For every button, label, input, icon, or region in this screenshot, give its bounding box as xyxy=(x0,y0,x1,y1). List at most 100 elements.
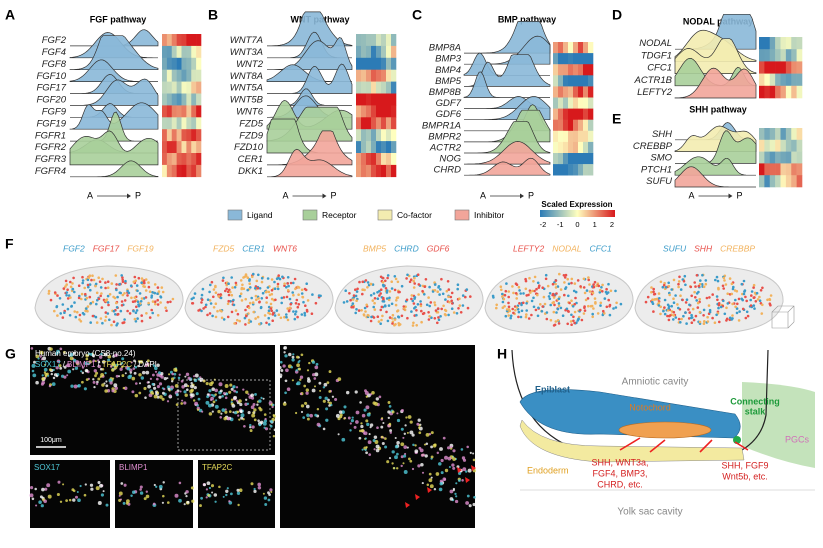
cell-dot xyxy=(458,297,461,301)
heat-cell xyxy=(186,34,192,47)
cell-dot xyxy=(85,307,88,310)
nucleus xyxy=(458,471,462,475)
nucleus xyxy=(308,361,311,365)
cell-dot xyxy=(728,277,732,280)
cell-dot xyxy=(690,294,693,298)
heat-cell xyxy=(176,81,182,94)
gene-label: FGF2 xyxy=(63,243,85,253)
panel-title: BMP pathway xyxy=(498,14,556,24)
nucleus xyxy=(365,446,368,449)
heat-cell xyxy=(563,164,569,176)
nucleus xyxy=(447,456,452,461)
heat-cell xyxy=(361,164,367,178)
cell-dot xyxy=(142,297,146,300)
heat-cell xyxy=(791,85,797,99)
cell-dot xyxy=(373,308,377,311)
nucleus xyxy=(449,497,454,501)
cell-dot xyxy=(150,296,153,299)
cell-dot xyxy=(285,295,289,299)
cell-dot xyxy=(150,308,153,312)
nucleus xyxy=(472,502,476,507)
cell-dot xyxy=(503,293,507,297)
ridge xyxy=(267,130,353,166)
nucleus xyxy=(455,482,458,485)
heat-cell xyxy=(191,129,197,142)
heat-cell xyxy=(583,86,589,98)
heat-cell xyxy=(558,108,564,120)
cell-dot xyxy=(518,302,521,305)
heat-cell xyxy=(563,119,569,132)
nucleus xyxy=(359,401,362,404)
heat-cell xyxy=(791,37,797,50)
cell-dot xyxy=(110,282,114,285)
cell-dot xyxy=(98,280,102,284)
nucleus xyxy=(358,436,362,440)
heat-cell xyxy=(366,153,372,166)
gene-label: FGF8 xyxy=(42,59,67,70)
nucleus xyxy=(328,404,331,407)
heat-cell xyxy=(191,117,197,130)
cell-dot xyxy=(677,285,680,289)
gene-label: BMP8A xyxy=(429,43,461,54)
nucleus xyxy=(298,367,301,371)
heat-cell xyxy=(563,42,569,54)
cell-dot xyxy=(191,302,194,305)
heat-cell xyxy=(764,37,771,50)
nucleus xyxy=(62,483,65,486)
panel-label: D xyxy=(612,7,622,23)
nucleus xyxy=(230,387,234,391)
nucleus xyxy=(296,363,300,368)
nucleus xyxy=(273,428,277,432)
nucleus xyxy=(238,418,241,421)
heat-cell xyxy=(381,34,387,47)
cell-dot xyxy=(275,277,279,281)
panel-title: FGF pathway xyxy=(90,14,147,24)
cell-dot xyxy=(276,285,280,288)
heat-cell xyxy=(166,34,173,47)
cell-dot xyxy=(447,295,450,299)
heat-cell xyxy=(391,117,397,130)
nucleus xyxy=(387,416,390,420)
cell-dot xyxy=(553,303,556,307)
nucleus xyxy=(258,423,262,427)
nucleus xyxy=(460,448,464,451)
nucleus xyxy=(400,464,403,468)
cell-dot xyxy=(236,312,240,316)
nucleus xyxy=(155,485,158,488)
cell-dot xyxy=(379,292,383,295)
cell-dot xyxy=(100,292,103,295)
nucleus xyxy=(228,410,232,413)
cell-dot xyxy=(702,322,706,326)
cell-dot xyxy=(214,284,217,288)
cell-dot xyxy=(554,320,558,323)
h-label: Notochord xyxy=(629,402,671,412)
cell-dot xyxy=(135,284,139,287)
heat-cell xyxy=(186,117,192,130)
nucleus xyxy=(343,405,347,409)
axis-end: P xyxy=(736,190,742,200)
heat-cell xyxy=(171,129,177,142)
nucleus xyxy=(224,408,227,411)
heat-cell xyxy=(558,164,564,176)
cell-dot xyxy=(248,282,251,286)
heat-cell xyxy=(166,153,173,166)
nucleus xyxy=(337,377,342,381)
scale-tick: 1 xyxy=(593,220,597,229)
heat-cell xyxy=(558,141,564,154)
cell-dot xyxy=(214,291,218,295)
cell-dot xyxy=(147,281,150,284)
nucleus xyxy=(391,450,395,454)
heat-cell xyxy=(162,57,168,70)
nucleus xyxy=(186,500,190,504)
cell-dot xyxy=(143,281,146,285)
cell-dot xyxy=(288,306,292,310)
heat-cell xyxy=(573,64,579,76)
cell-dot xyxy=(286,282,290,285)
gene-label: CER1 xyxy=(238,154,263,165)
nucleus xyxy=(178,498,182,503)
embryo-outline xyxy=(634,265,784,334)
cell-dot xyxy=(507,305,511,309)
cell-dot xyxy=(287,284,290,288)
nucleus xyxy=(238,488,243,493)
cell-dot xyxy=(438,293,441,296)
